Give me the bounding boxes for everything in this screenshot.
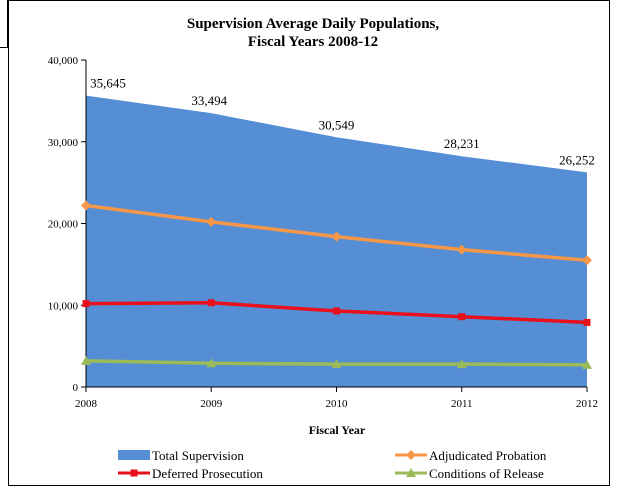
legend-label-deferred-prosecution: Deferred Prosecution (152, 466, 263, 481)
point-conditions-of-release (456, 359, 467, 369)
y-tick-label: 30,000 (48, 137, 79, 149)
x-tick-label: 2012 (576, 398, 598, 410)
x-tick-label: 2011 (451, 398, 473, 410)
y-tick-label: 20,000 (48, 219, 79, 231)
point-conditions-of-release (81, 355, 91, 365)
x-tick-label: 2008 (75, 398, 98, 410)
chart-title-line-1: Supervision Average Daily Populations, (187, 16, 439, 32)
point-adjudicated-probation (456, 244, 467, 255)
point-conditions-of-release (206, 358, 217, 368)
y-tick-label: 0 (73, 382, 79, 394)
legend-label-adjudicated-probation: Adjudicated Probation (429, 448, 547, 463)
point-deferred-prosecution (207, 299, 215, 307)
data-label-total-supervision: 33,494 (191, 93, 227, 108)
data-label-total-supervision: 26,252 (559, 152, 595, 167)
point-adjudicated-probation (81, 200, 91, 211)
point-deferred-prosecution (583, 318, 591, 326)
legend-marker-deferred-prosecution (130, 469, 138, 477)
point-adjudicated-probation (331, 231, 342, 242)
point-adjudicated-probation (206, 216, 217, 227)
point-conditions-of-release (331, 359, 342, 369)
point-deferred-prosecution (333, 307, 340, 315)
point-deferred-prosecution (458, 313, 466, 321)
legend-swatch-total-supervision (118, 450, 150, 460)
legend-label-conditions-of-release: Conditions of Release (429, 466, 544, 481)
x-tick-label: 2010 (326, 398, 349, 410)
data-label-total-supervision: 35,645 (90, 76, 126, 91)
legend-label-total-supervision: Total Supervision (152, 448, 244, 463)
legend-marker-adjudicated-probation (406, 450, 416, 460)
x-tick-label: 2009 (200, 398, 223, 410)
chart-title-line-2: Fiscal Years 2008-12 (248, 34, 378, 50)
data-label-total-supervision: 28,231 (444, 136, 480, 151)
y-tick-label: 10,000 (48, 300, 79, 312)
point-adjudicated-probation (582, 255, 592, 266)
legend-marker-conditions-of-release (406, 468, 416, 477)
x-axis-title: Fiscal Year (309, 423, 366, 437)
adjacent-frame-edge (0, 0, 8, 48)
data-label-total-supervision: 30,549 (319, 117, 355, 132)
y-tick-label: 40,000 (48, 55, 79, 67)
point-deferred-prosecution (82, 300, 90, 308)
point-conditions-of-release (582, 359, 592, 369)
